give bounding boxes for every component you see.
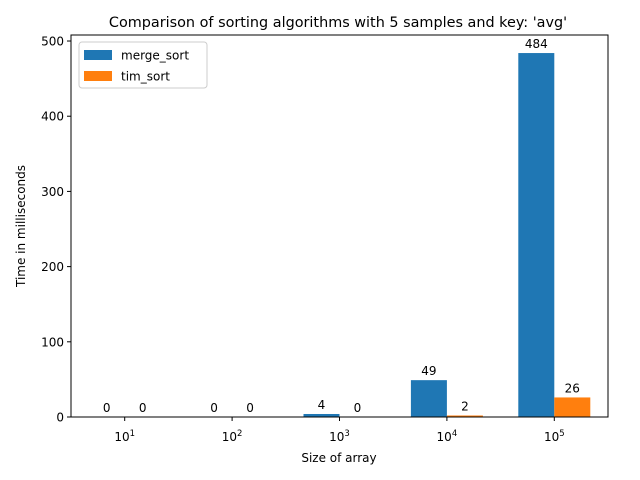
bar-tim_sort-4 bbox=[554, 397, 591, 417]
legend: merge_sort tim_sort bbox=[78, 41, 208, 89]
x-tick-base: 10 bbox=[544, 430, 559, 444]
x-tick-label: 105 bbox=[544, 429, 565, 444]
x-tick-label: 101 bbox=[114, 429, 135, 444]
bar-value-label: 2 bbox=[461, 399, 469, 413]
legend-label-tim_sort: tim_sort bbox=[121, 70, 170, 84]
y-tick-label: 500 bbox=[41, 35, 64, 49]
bar-value-label: 26 bbox=[565, 381, 580, 395]
bar-merge_sort-2 bbox=[303, 413, 340, 417]
x-tick-base: 10 bbox=[114, 430, 129, 444]
bar-value-label: 49 bbox=[421, 364, 436, 378]
bar-value-label: 0 bbox=[103, 401, 111, 415]
bar-value-label: 484 bbox=[525, 37, 548, 51]
y-axis: 0 100 200 300 400 500 bbox=[41, 35, 71, 425]
x-tick-exponent: 1 bbox=[130, 429, 135, 439]
bar-value-label: 0 bbox=[246, 401, 254, 415]
bar-labels: 0 0 4 49 484 0 0 0 2 26 bbox=[103, 37, 580, 415]
x-axis-label: Size of array bbox=[301, 451, 376, 465]
x-tick-base: 10 bbox=[222, 430, 237, 444]
x-tick-base: 10 bbox=[437, 430, 452, 444]
x-tick-exponent: 3 bbox=[344, 429, 349, 439]
y-tick-label: 300 bbox=[41, 185, 64, 199]
legend-swatch-tim_sort bbox=[84, 71, 112, 81]
y-tick-label: 0 bbox=[56, 411, 64, 425]
legend-swatch-merge_sort bbox=[84, 50, 112, 60]
bar-value-label: 0 bbox=[210, 401, 218, 415]
bar-tim_sort-3 bbox=[446, 415, 483, 417]
x-tick-label: 102 bbox=[222, 429, 243, 444]
y-tick-label: 400 bbox=[41, 110, 64, 124]
bar-value-label: 0 bbox=[354, 401, 362, 415]
legend-label-merge_sort: merge_sort bbox=[121, 49, 189, 63]
y-axis-label: Time in milliseconds bbox=[14, 165, 28, 288]
bars bbox=[303, 53, 591, 418]
x-axis: 101 102 103 104 105 bbox=[114, 417, 565, 444]
x-tick-base: 10 bbox=[329, 430, 344, 444]
bar-merge_sort-3 bbox=[410, 380, 447, 417]
x-tick-exponent: 4 bbox=[452, 429, 457, 439]
bar-value-label: 4 bbox=[318, 398, 326, 412]
chart-title: Comparison of sorting algorithms with 5 … bbox=[109, 15, 567, 31]
y-tick-label: 100 bbox=[41, 335, 64, 349]
x-tick-exponent: 2 bbox=[237, 429, 242, 439]
x-tick-exponent: 5 bbox=[559, 429, 564, 439]
bar-value-label: 0 bbox=[139, 401, 147, 415]
bar-merge_sort-4 bbox=[518, 53, 555, 418]
y-tick-label: 200 bbox=[41, 260, 64, 274]
x-tick-label: 104 bbox=[437, 429, 458, 444]
x-tick-label: 103 bbox=[329, 429, 350, 444]
